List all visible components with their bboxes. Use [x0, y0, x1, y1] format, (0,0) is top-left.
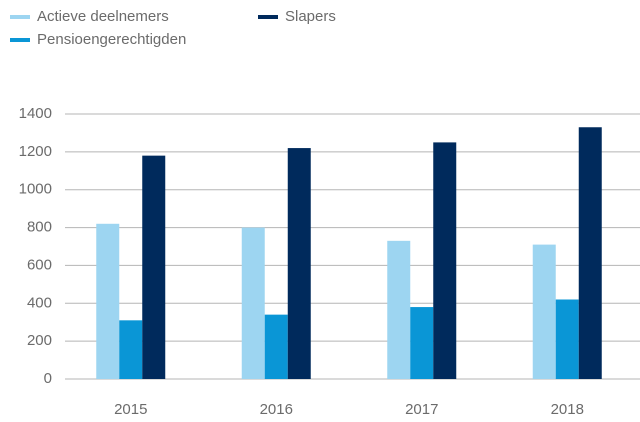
x-tick-label: 2016 [260, 401, 293, 418]
bar [241, 227, 265, 379]
bar [387, 240, 411, 379]
bar [555, 299, 579, 379]
y-tick-label: 200 [27, 332, 52, 349]
legend-label: Actieve deelnemers [37, 8, 169, 25]
bar [287, 148, 311, 379]
legend-label: Pensioengerechtigden [37, 31, 186, 48]
bar [532, 244, 556, 379]
bar [264, 314, 288, 379]
bar [142, 155, 166, 379]
x-tick-label: 2015 [114, 401, 147, 418]
y-tick-label: 400 [27, 294, 52, 311]
legend-label: Slapers [285, 8, 336, 25]
y-tick-label: 1000 [19, 181, 52, 198]
y-tick-label: 1200 [19, 143, 52, 160]
y-tick-label: 600 [27, 256, 52, 273]
bar [96, 223, 120, 379]
y-tick-label: 1400 [19, 105, 52, 122]
y-tick-label: 800 [27, 219, 52, 236]
x-tick-label: 2018 [551, 401, 584, 418]
x-tick-label: 2017 [405, 401, 438, 418]
bar [433, 142, 457, 379]
y-tick-label: 0 [44, 370, 52, 387]
bar [119, 320, 143, 379]
bar [578, 127, 602, 379]
bar [410, 307, 434, 379]
